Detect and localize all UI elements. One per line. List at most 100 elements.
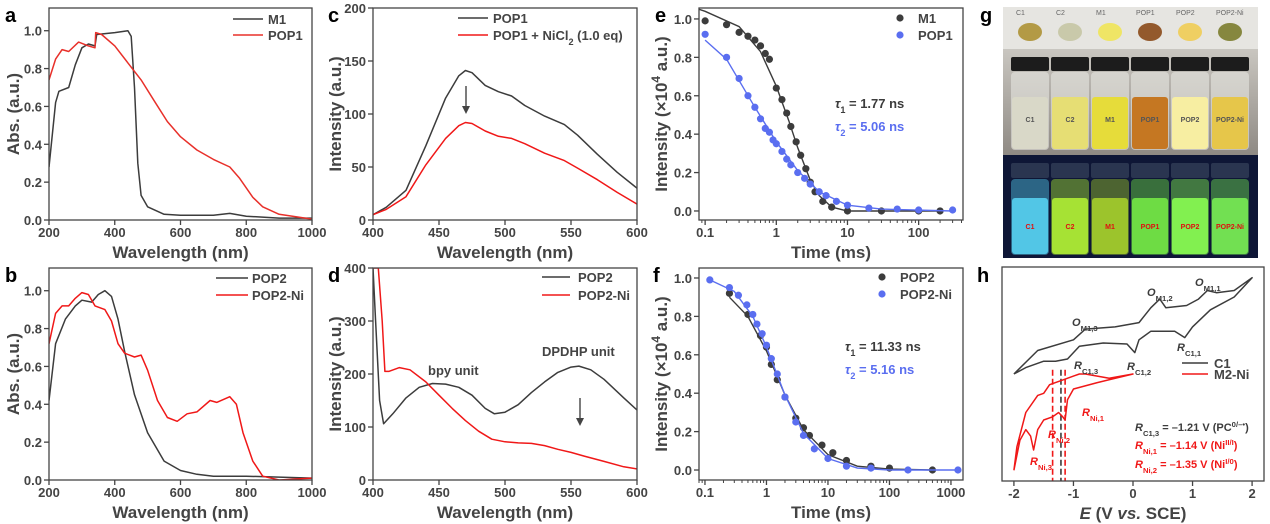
lifetime-annotation: τ1 = 1.77 ns (835, 96, 904, 115)
x-tick-label: 600 (170, 225, 192, 240)
vial-liquid-uv (1092, 198, 1128, 254)
y-tick-label: 0.8 (24, 62, 42, 77)
data-point (828, 203, 836, 211)
x-axis-label: Wavelength (nm) (112, 503, 248, 522)
lifetime-annotation: τ1 = 11.33 ns (845, 339, 921, 358)
x-tick-label: 1 (1189, 486, 1196, 501)
data-point (753, 320, 761, 328)
legend-label: POP1 (493, 11, 528, 26)
y-axis-label: Intensity (×104 a.u.) (649, 36, 671, 191)
vial-cap (1131, 163, 1169, 178)
data-point (761, 49, 769, 58)
text-part: (V (1091, 504, 1117, 523)
uv-vial-label: POP2 (1181, 224, 1200, 231)
powder-sample (1218, 23, 1242, 41)
uv-vial-label: POP1 (1141, 224, 1160, 231)
text-part: M1,3 (1081, 324, 1098, 333)
y-tick-label: 0.2 (674, 425, 692, 440)
peak-label: OM1,3 (1072, 317, 1098, 333)
y-tick-label: 300 (344, 314, 366, 329)
data-point (701, 17, 709, 25)
text-part: POP2-Ni (252, 288, 304, 303)
y-tick-label: 100 (344, 107, 366, 122)
data-point (781, 393, 789, 401)
x-tick-label: 600 (626, 485, 648, 500)
data-point (765, 128, 774, 136)
vial-cap (1091, 163, 1129, 178)
plot-area (706, 276, 962, 474)
text-part: O (1072, 317, 1081, 329)
x-tick-label: 1 (763, 485, 770, 500)
text-part: R (1082, 407, 1090, 419)
data-point (783, 109, 791, 117)
plot-area (373, 268, 637, 470)
data-point (893, 205, 901, 213)
text-part: SCE) (1141, 504, 1186, 523)
text-part: ) (1245, 422, 1249, 434)
x-axis-label: Wavelength (nm) (437, 503, 573, 522)
peak-label: RNi,2 (1048, 429, 1070, 445)
panel-letter: h (977, 265, 989, 287)
y-tick-label: 0.6 (24, 99, 42, 114)
text-part: R (1135, 440, 1143, 452)
vial-cap (1051, 163, 1089, 178)
text-part: E (1080, 504, 1092, 523)
data-point (749, 310, 757, 319)
data-point (843, 207, 852, 215)
x-tick-label: 450 (428, 225, 450, 240)
legend-label: POP2-Ni (578, 288, 630, 303)
data-point (801, 174, 809, 182)
text-part: vs. (1117, 504, 1141, 523)
text-part: R (1030, 456, 1038, 468)
data-point (865, 204, 873, 212)
panel-letter: c (328, 5, 339, 27)
plot-area (1013, 276, 1253, 471)
y-tick-label: 0.2 (24, 175, 42, 190)
y-tick-label: 0.6 (674, 89, 692, 104)
vial-label: M1 (1105, 117, 1115, 124)
data-point (802, 165, 810, 173)
series-line (1013, 373, 1134, 471)
text-part: I/0 (1225, 457, 1234, 466)
data-point (794, 168, 802, 177)
y-axis-label: Abs. (a.u.) (4, 73, 23, 155)
sample-POP1: POP1 POP1 POP1 (1131, 10, 1169, 255)
x-tick-label: 100 (908, 225, 930, 240)
sample-POP2: POP2 POP2 POP2 (1171, 10, 1209, 255)
series-line (1013, 276, 1253, 375)
uv-vial-label: C2 (1066, 224, 1075, 231)
data-point (734, 291, 743, 299)
vial-cap (1011, 163, 1049, 178)
data-point (767, 355, 775, 363)
text-part: M1,1 (1204, 284, 1222, 293)
text-part: τ (845, 339, 851, 354)
data-point (843, 201, 852, 209)
data-point (799, 431, 808, 440)
legend-label: M2-Ni (1214, 367, 1249, 382)
x-axis-label: Wavelength (nm) (437, 243, 573, 262)
lifetime-annotation: τ2 = 5.06 ns (835, 119, 904, 138)
y-tick-label: 1.0 (674, 12, 692, 27)
data-point (725, 283, 734, 292)
peak-label: RC1,1 (1177, 342, 1202, 358)
text-part: O (1147, 287, 1156, 299)
y-tick-label: 0.0 (674, 204, 692, 219)
data-point (824, 454, 832, 463)
y-tick-label: 1.0 (24, 24, 42, 39)
data-point (818, 441, 826, 449)
y-tick-label: 0.4 (24, 137, 43, 152)
text-part: = 11.33 ns (855, 339, 920, 354)
text-part: R (1135, 422, 1143, 434)
text-part: POP2-Ni (900, 287, 952, 302)
powder-sample (1098, 23, 1122, 41)
annotation-dpdhp-unit: DPDHP unit (542, 344, 615, 359)
powder-label: POP2-Ni (1216, 10, 1244, 17)
plot-area (699, 8, 957, 215)
data-point (722, 21, 731, 29)
text-part: R (1135, 459, 1143, 471)
panel-letter: d (328, 265, 340, 287)
text-part: Intensity (×10 (652, 343, 671, 452)
x-tick-label: 600 (626, 225, 648, 240)
vial-liquid (1132, 97, 1168, 149)
vial-liquid-uv (1012, 198, 1048, 254)
